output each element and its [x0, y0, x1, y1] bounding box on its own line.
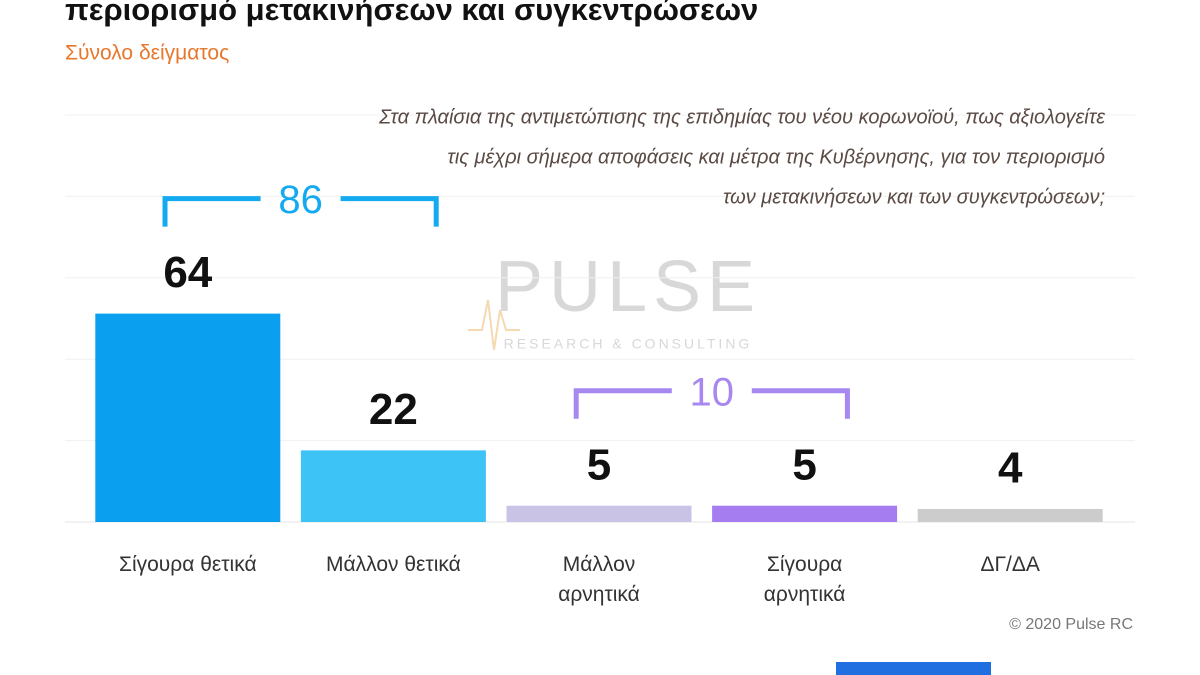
bracket-label: 10 — [690, 370, 735, 414]
x-tick-label: Μάλλον θετικά — [326, 553, 461, 576]
x-tick-label: Σίγουρα θετικά — [118, 553, 257, 576]
value-label: 5 — [792, 440, 816, 489]
value-label: 64 — [163, 248, 212, 297]
chart-subtitle: Σύνολο δείγματος — [65, 42, 229, 65]
bar — [917, 508, 1103, 522]
watermark-tagline: RESEARCH & CONSULTING — [504, 336, 753, 352]
x-tick-label: Σίγουρα αρνητικά — [763, 553, 846, 606]
bar — [300, 450, 486, 522]
question-line: Στα πλαίσια της αντιμετώπισης της επιδημ… — [378, 106, 1106, 128]
value-label: 5 — [587, 440, 611, 489]
bracket — [162, 196, 439, 227]
credit: © 2020 Pulse RC — [1009, 616, 1133, 633]
bracket-label: 86 — [278, 178, 323, 222]
question-line: τις μέχρι σήμερα αποφάσεις και μέτρα της… — [447, 146, 1105, 168]
bar — [506, 505, 692, 522]
question-line: των μετακινήσεων και των συγκεντρώσεων; — [723, 186, 1105, 208]
x-tick-label: Μάλλον αρνητικά — [558, 553, 640, 606]
bar — [95, 313, 281, 522]
logo-strip — [836, 662, 991, 675]
x-tick-label: ΔΓ/ΔΑ — [980, 553, 1040, 576]
watermark: PULSE — [495, 247, 761, 327]
chart-title: περιορισμό μετακινήσεων και συγκεντρώσεω… — [65, 0, 758, 27]
bar — [712, 505, 898, 522]
bracket — [573, 388, 850, 419]
value-label: 4 — [998, 444, 1023, 493]
watermark-icon — [468, 299, 520, 351]
value-label: 22 — [369, 385, 418, 434]
